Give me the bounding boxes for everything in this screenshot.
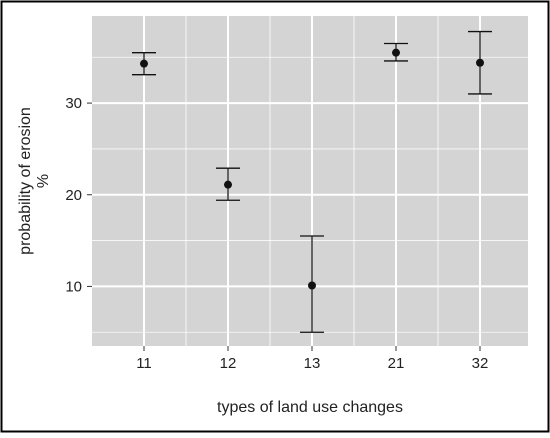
data-point bbox=[476, 58, 484, 67]
x-tick-label: 12 bbox=[220, 355, 237, 372]
y-tick-label: 20 bbox=[65, 187, 82, 204]
x-tick-label: 32 bbox=[472, 355, 489, 372]
x-axis-ticks: 11 12 13 21 32 bbox=[136, 346, 488, 372]
data-point bbox=[224, 180, 232, 189]
data-marks bbox=[132, 30, 492, 333]
data-point bbox=[392, 48, 400, 57]
data-point bbox=[308, 281, 316, 290]
plot-panel bbox=[92, 16, 528, 346]
y-tick-label: 10 bbox=[65, 278, 82, 295]
y-axis-label-line-1: probability of erosion bbox=[17, 107, 34, 255]
y-tick-label: 30 bbox=[65, 95, 82, 112]
x-tick-label: 13 bbox=[304, 355, 321, 372]
x-axis-label: types of land use changes bbox=[217, 399, 403, 416]
x-tick-label: 21 bbox=[388, 355, 405, 372]
y-axis-label-line-2: % bbox=[35, 174, 52, 188]
data-point bbox=[140, 59, 148, 68]
y-axis-ticks: 10 20 30 bbox=[65, 95, 92, 295]
x-tick-label: 11 bbox=[136, 355, 152, 372]
